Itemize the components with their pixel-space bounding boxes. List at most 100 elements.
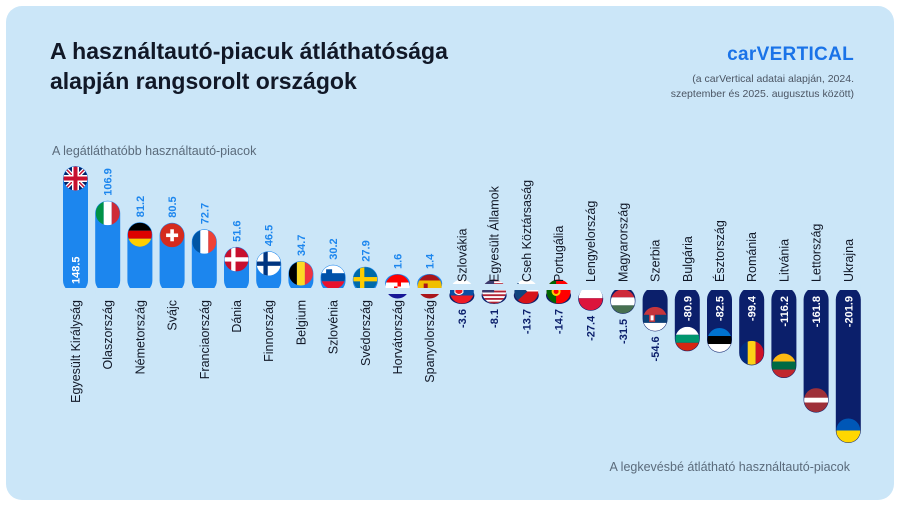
bar — [803, 287, 829, 413]
sweden-flag-icon — [353, 267, 378, 292]
value-label: -8.1 — [489, 309, 501, 328]
ukraine-flag-icon — [836, 418, 861, 443]
category-label: Románia — [745, 232, 759, 282]
slovenia-flag-icon — [321, 265, 346, 290]
category-label: Észtország — [712, 220, 727, 282]
category-label: Dánia — [230, 300, 244, 333]
bar — [63, 166, 88, 293]
category-label: Magyarország — [616, 203, 630, 282]
value-label: 148.5 — [71, 256, 83, 284]
czechia-flag-icon — [514, 279, 539, 304]
bulgaria-flag-icon — [675, 326, 700, 351]
france-flag-icon — [192, 229, 217, 254]
category-label: Svédország — [359, 300, 373, 366]
hungary-flag-icon — [610, 289, 635, 314]
chart-title: A használtautó-piacuk átláthatósága alap… — [50, 36, 570, 96]
category-label: Egyesült Királyság — [69, 300, 83, 403]
category-label: Szlovénia — [327, 300, 341, 354]
denmark-flag-icon — [224, 247, 249, 272]
bar — [835, 287, 861, 443]
category-label: Szerbia — [649, 240, 663, 282]
bar-group-16: -14.7 Portugália — [546, 226, 571, 334]
value-label: 34.7 — [296, 235, 308, 256]
bar-group-21: -82.5 Észtország — [707, 220, 732, 353]
category-label: Horvátország — [391, 300, 405, 374]
category-label: Lettország — [810, 224, 824, 282]
bar-group-19: -54.6 Szerbia — [642, 240, 668, 361]
bar-group-24: -161.8 Lettország — [803, 224, 829, 413]
bar-group-1: 148.5 Egyesült Királyság — [63, 166, 88, 403]
value-label: 81.2 — [135, 196, 147, 217]
bar-group-15: -13.7 Cseh Köztársaság — [513, 180, 539, 334]
bar-group-20: -80.9 Bulgária — [674, 236, 700, 352]
bar-group-13: -3.6 Szlovákia — [449, 228, 475, 328]
bar — [95, 200, 121, 293]
value-label: 80.5 — [167, 196, 179, 217]
category-label: Spanyolország — [423, 300, 437, 383]
finland-flag-icon — [256, 251, 281, 276]
value-label: 1.4 — [425, 253, 437, 269]
value-label: -201.9 — [843, 296, 855, 327]
value-label: -27.4 — [586, 315, 598, 341]
latvia-flag-icon — [804, 388, 829, 413]
bar-group-11: 1.6 Horvátország — [385, 254, 410, 374]
bar-group-8: 34.7 Belgium — [288, 235, 314, 345]
value-label: -31.5 — [618, 319, 630, 344]
bar-group-18: -31.5 Magyarország — [610, 203, 636, 344]
estonia-flag-icon — [707, 328, 732, 353]
value-label: -3.6 — [457, 309, 469, 328]
carvertical-logo: carVERTICAL — [727, 44, 854, 65]
category-label: Lengyelország — [584, 201, 598, 282]
category-label: Portugália — [552, 226, 566, 282]
portugal-flag-icon — [546, 279, 571, 304]
bar-group-10: 27.9 Svédország — [352, 240, 378, 366]
bar-group-9: 30.2 Szlovénia — [320, 238, 346, 354]
croatia-flag-icon — [385, 274, 410, 299]
bar-group-2: 106.9 Olaszország — [95, 168, 121, 369]
value-label: 27.9 — [360, 240, 372, 261]
category-label: Németország — [133, 300, 147, 374]
value-label: -99.4 — [747, 295, 759, 321]
bar-group-3: 81.2 Németország — [127, 196, 153, 374]
bar-group-5: 72.7 Franciaország — [191, 203, 217, 379]
value-label: -54.6 — [650, 336, 662, 361]
category-label: Franciaország — [198, 300, 212, 379]
value-label: 106.9 — [103, 168, 115, 196]
value-label: -80.9 — [682, 296, 694, 321]
category-label: Svájc — [166, 300, 180, 331]
italy-flag-icon — [95, 201, 120, 226]
value-label: 72.7 — [199, 203, 211, 224]
bar-group-12: 1.4 Spanyolország — [417, 253, 443, 383]
value-label: 51.6 — [232, 220, 244, 241]
source-note-line-2: szeptember és 2025. augusztus között) — [670, 88, 854, 100]
category-label: Ukrajna — [842, 239, 856, 282]
value-label: -161.8 — [811, 296, 823, 327]
category-label: Cseh Köztársaság — [520, 180, 534, 282]
value-label: -116.2 — [779, 296, 791, 327]
bar-group-7: 46.5 Finnország — [256, 225, 282, 362]
value-label: -13.7 — [521, 309, 533, 334]
value-label: -14.7 — [554, 309, 566, 334]
bar-group-17: -27.4 Lengyelország — [578, 201, 604, 341]
value-label: 46.5 — [264, 225, 276, 246]
value-label: 1.6 — [393, 254, 405, 269]
category-label: Egyesült Államok — [487, 185, 502, 282]
chart-title-line-2: alapján rangsorolt országok — [50, 68, 357, 94]
chart-card: A használtautó-piacuk átláthatósága alap… — [6, 6, 894, 500]
switzerland-flag-icon — [160, 223, 185, 248]
category-label: Szlovákia — [455, 228, 469, 282]
least-transparent-label: A legkevésbé átlátható használtautó-piac… — [609, 460, 850, 474]
chart-title-line-1: A használtautó-piacuk átláthatósága — [50, 38, 448, 64]
usa-flag-icon — [482, 279, 507, 304]
serbia-flag-icon — [643, 306, 668, 331]
lithuania-flag-icon — [771, 353, 796, 378]
value-label: 30.2 — [328, 238, 340, 259]
category-label: Bulgária — [681, 236, 695, 282]
bar-group-6: 51.6 Dánia — [224, 220, 249, 333]
most-transparent-label: A legátláthatóbb használtautó-piacok — [52, 144, 257, 158]
bar-group-22: -99.4 Románia — [739, 232, 765, 366]
source-note: (a carVertical adatai alapján, 2024. sze… — [624, 72, 854, 102]
spain-flag-icon — [417, 274, 442, 299]
category-label: Litvánia — [777, 239, 791, 282]
source-note-line-1: (a carVertical adatai alapján, 2024. — [692, 73, 854, 85]
